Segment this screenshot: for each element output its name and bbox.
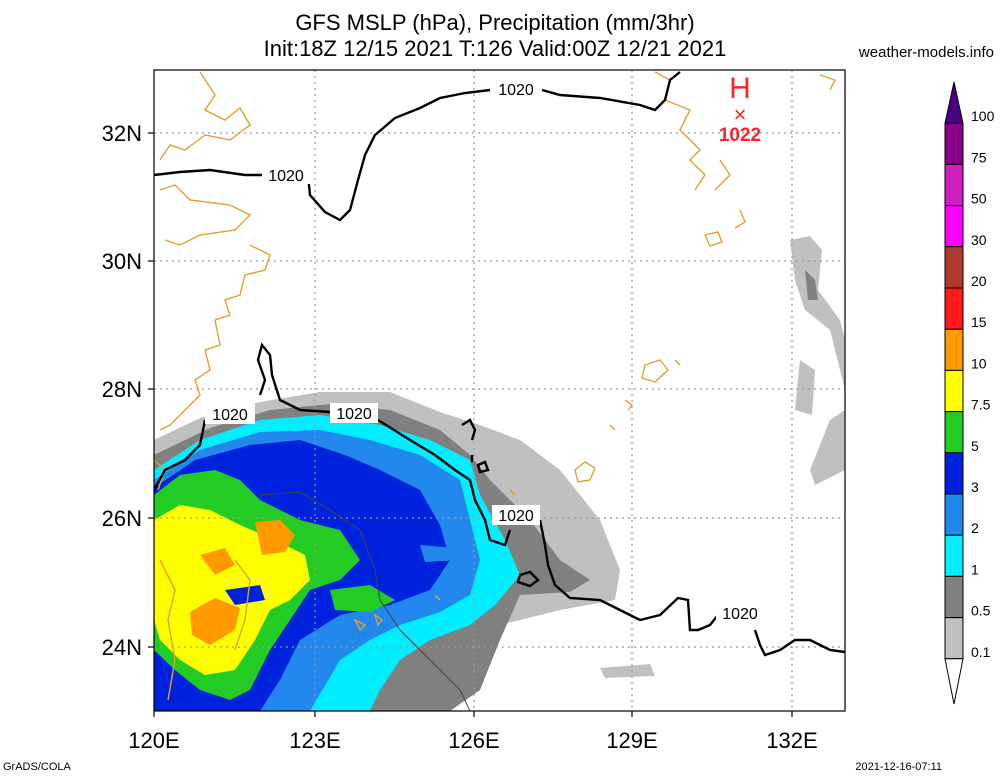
high-symbol: H	[729, 72, 751, 105]
colorbar-label: 20	[971, 273, 987, 289]
lon-label: 126E	[448, 728, 499, 753]
colorbar-label: 10	[971, 355, 987, 371]
isobars	[154, 71, 845, 657]
plot-frame	[153, 69, 846, 712]
taiwan-outline	[259, 491, 471, 711]
high-pressure-value: 1022	[719, 125, 761, 146]
isobar-label: 1020	[722, 606, 758, 623]
isobar-labels: 1020 1020 1020 1020 1020 1020	[205, 79, 764, 623]
lon-label: 120E	[128, 728, 179, 753]
lat-label: 28N	[102, 377, 142, 402]
lon-axis-labels: 120E 123E 126E 129E 132E	[128, 728, 817, 753]
colorbar-swatch	[944, 328, 964, 371]
colorbar-label: 0.5	[971, 603, 991, 619]
coastlines	[154, 71, 836, 701]
colorbar-label: 3	[971, 479, 979, 495]
footer-right: 2021-12-16-07:11	[855, 761, 942, 773]
colorbar-label: 7.5	[971, 397, 991, 413]
isobar-label: 1020	[498, 508, 534, 525]
colorbar-swatch	[944, 658, 964, 705]
lat-label: 32N	[102, 121, 142, 146]
colorbar-label: 1	[971, 561, 979, 577]
colorbar-swatch	[944, 617, 964, 660]
precip-0.1-east2	[795, 360, 815, 415]
isobar-label: 1020	[498, 82, 534, 99]
colorbar-swatch	[944, 246, 964, 289]
colorbar-swatch	[944, 452, 964, 495]
precip-colorbar: 100 75 50 30 20 15 10 7.5 5 3 2 1 0.5 0.1	[944, 81, 995, 705]
precip-0.1-south	[600, 664, 655, 678]
map-title: GFS MSLP (hPa), Precipitation (mm/3hr)	[295, 10, 695, 35]
lat-axis-labels: 32N 30N 28N 26N 24N	[102, 121, 142, 660]
colorbar-swatch	[944, 287, 964, 330]
precip-3-d	[154, 680, 210, 711]
colorbar-swatch	[944, 205, 964, 248]
precip-3-c	[225, 585, 265, 605]
colorbar-swatch	[944, 369, 964, 413]
precip-10	[255, 520, 295, 555]
graticule	[154, 70, 845, 711]
precip-0.5-east	[805, 270, 818, 300]
lat-label: 30N	[102, 249, 142, 274]
colorbar-swatch	[944, 163, 964, 207]
lat-label: 26N	[102, 506, 142, 531]
precipitation-field	[154, 236, 845, 711]
precip-10-c	[200, 548, 235, 575]
lon-label: 123E	[289, 728, 340, 753]
axis-ticks	[148, 132, 793, 717]
colorbar-label: 2	[971, 520, 979, 536]
credit-text: weather-models.info	[858, 44, 994, 61]
isobar-label: 1020	[268, 168, 304, 185]
isobar-label: 1020	[212, 407, 248, 424]
colorbar-swatch	[944, 534, 964, 577]
colorbar-swatch	[944, 411, 964, 454]
colorbar-label: 100	[971, 108, 995, 124]
lat-label: 24N	[102, 635, 142, 660]
precip-0.1-east	[790, 236, 845, 390]
colorbar-label: 0.1	[971, 644, 991, 660]
map-subtitle: Init:18Z 12/15 2021 T:126 Valid:00Z 12/2…	[263, 36, 727, 61]
precip-10-b	[190, 598, 240, 645]
footer-left: GrADS/COLA	[3, 761, 71, 773]
lon-label: 129E	[606, 728, 657, 753]
colorbar-label: 50	[971, 191, 987, 207]
colorbar-label: 5	[971, 438, 979, 454]
precip-2-b	[420, 545, 460, 562]
colorbar-swatch	[944, 493, 964, 536]
colorbar-swatch	[944, 81, 964, 124]
colorbar-swatch	[944, 575, 964, 619]
precip-0.1-east3	[810, 410, 845, 485]
colorbar-label: 75	[971, 149, 987, 165]
high-pressure-center: H × 1022	[719, 72, 761, 146]
high-marker: ×	[734, 102, 747, 127]
colorbar-label: 30	[971, 232, 987, 248]
isobar-label: 1020	[336, 406, 372, 423]
colorbar-swatch	[944, 122, 964, 165]
lon-label: 132E	[766, 728, 817, 753]
colorbar-label: 15	[971, 314, 987, 330]
